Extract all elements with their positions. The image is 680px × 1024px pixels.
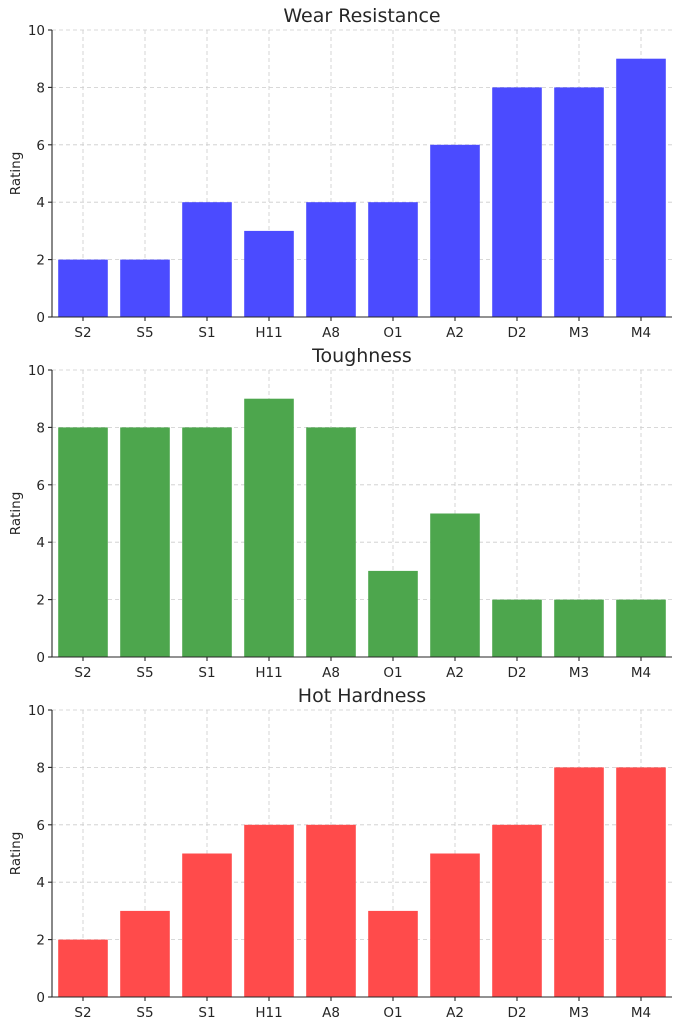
bar-o1	[368, 570, 418, 657]
x-tick-label: D2	[508, 325, 527, 341]
y-tick-label: 8	[36, 760, 45, 776]
bar-d2	[492, 824, 542, 997]
x-tick-label: A2	[446, 325, 464, 341]
bar-o1	[368, 202, 418, 317]
x-tick-label: H11	[255, 1005, 282, 1021]
y-tick-label: 0	[36, 990, 45, 1006]
y-tick-label: 4	[36, 195, 45, 211]
bar-m3	[554, 87, 604, 318]
bar-h11	[244, 230, 294, 317]
x-tick-label: S1	[198, 665, 215, 681]
bar-s5	[120, 427, 170, 657]
bar-s5	[120, 259, 170, 317]
x-tick-label: D2	[508, 665, 527, 681]
x-tick-label: H11	[255, 325, 282, 341]
y-tick-label: 4	[36, 875, 45, 891]
bar-a2	[430, 144, 480, 317]
x-tick-label: S5	[136, 1005, 153, 1021]
bar-a8	[306, 824, 356, 997]
bar-m4	[616, 767, 666, 997]
x-tick-label: A2	[446, 1005, 464, 1021]
x-tick-label: M4	[631, 1005, 651, 1021]
x-tick-label: M3	[569, 665, 589, 681]
x-tick-label: M3	[569, 1005, 589, 1021]
y-tick-label: 10	[28, 703, 45, 719]
x-tick-label: A8	[322, 1005, 340, 1021]
x-tick-label: H11	[255, 665, 282, 681]
bar-s5	[120, 910, 170, 997]
bar-s1	[182, 853, 232, 997]
x-tick-label: A2	[446, 665, 464, 681]
bar-o1	[368, 910, 418, 997]
x-tick-label: O1	[383, 325, 402, 341]
toughness-chart: Toughness Rating 0 2 4 6 8 10 S2 S5 S1 H11 A8 O1 A2 D…	[8, 345, 672, 681]
y-tick-label: 2	[36, 933, 45, 949]
y-tick-label: 0	[36, 310, 45, 326]
x-tick-label: S2	[74, 1005, 91, 1021]
x-tick-label: M3	[569, 325, 589, 341]
x-tick-label: M4	[631, 665, 651, 681]
x-tick-label: S1	[198, 1005, 215, 1021]
bar-d2	[492, 599, 542, 657]
bar-m4	[616, 58, 666, 317]
y-tick-label: 8	[36, 420, 45, 436]
y-axis-label: Rating	[8, 152, 24, 196]
bar-s2	[58, 427, 108, 657]
bar-a8	[306, 427, 356, 657]
y-tick-label: 10	[28, 363, 45, 379]
x-tick-label: M4	[631, 325, 651, 341]
chart-title: Wear Resistance	[283, 5, 440, 27]
bar-m4	[616, 599, 666, 657]
y-axis-label: Rating	[8, 492, 24, 536]
x-tick-label: A8	[322, 325, 340, 341]
bar-a2	[430, 513, 480, 657]
x-tick-label: D2	[508, 1005, 527, 1021]
x-tick-label: S5	[136, 325, 153, 341]
chart-title: Hot Hardness	[298, 685, 426, 707]
bar-s2	[58, 259, 108, 317]
bar-h11	[244, 824, 294, 997]
x-tick-label: O1	[383, 1005, 402, 1021]
y-tick-label: 4	[36, 535, 45, 551]
y-tick-label: 6	[36, 138, 45, 154]
x-tick-label: A8	[322, 665, 340, 681]
bar-h11	[244, 398, 294, 657]
y-tick-label: 8	[36, 80, 45, 96]
y-tick-label: 6	[36, 478, 45, 494]
hot-hardness-chart: Hot Hardness Rating 0 2 4 6 8 10 S2 S5 S1 H11 A8 O1…	[8, 685, 672, 1021]
bar-m3	[554, 767, 604, 997]
wear-resistance-chart: Wear Resistance Rating 0 2 4 6 8 10 S2 S5 S1 H11 A…	[8, 5, 672, 341]
y-axis-label: Rating	[8, 832, 24, 876]
bar-s2	[58, 939, 108, 997]
bar-s1	[182, 427, 232, 657]
bar-a8	[306, 202, 356, 317]
bar-s1	[182, 202, 232, 317]
x-tick-label: S5	[136, 665, 153, 681]
chart-title: Toughness	[311, 345, 412, 367]
y-tick-label: 2	[36, 253, 45, 269]
bar-m3	[554, 599, 604, 657]
x-tick-label: S2	[74, 325, 91, 341]
y-tick-label: 2	[36, 593, 45, 609]
bar-d2	[492, 87, 542, 318]
x-tick-label: S2	[74, 665, 91, 681]
y-tick-label: 10	[28, 23, 45, 39]
x-tick-label: S1	[198, 325, 215, 341]
bar-a2	[430, 853, 480, 997]
y-tick-label: 0	[36, 650, 45, 666]
x-tick-label: O1	[383, 665, 402, 681]
y-tick-label: 6	[36, 818, 45, 834]
